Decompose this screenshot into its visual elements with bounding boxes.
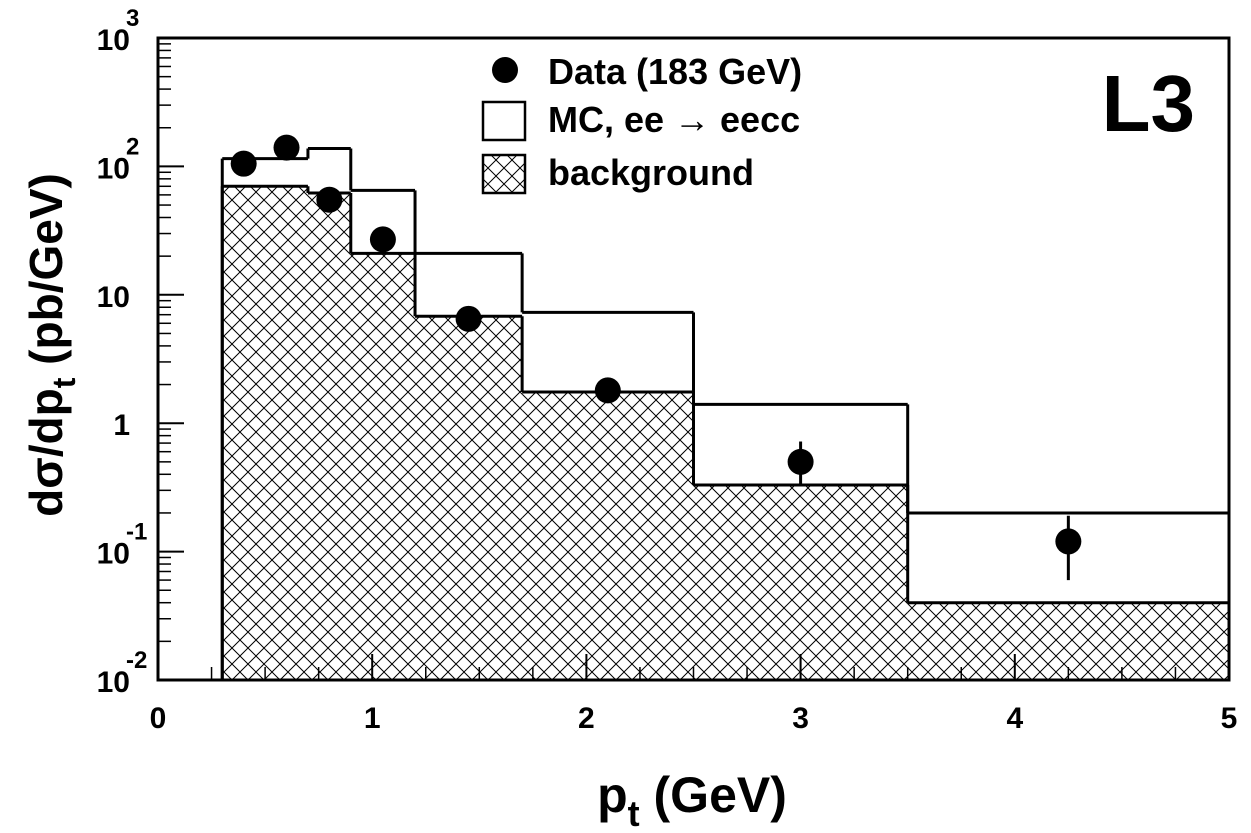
legend-background-label: background — [548, 152, 754, 193]
y-tick-label: 10 — [97, 24, 130, 57]
legend-data-label: Data (183 GeV) — [548, 51, 802, 92]
y-tick-exponent: 2 — [126, 133, 139, 160]
data-point — [369, 226, 396, 253]
y-tick-label: 10 — [97, 538, 130, 571]
background-bar — [350, 253, 416, 680]
x-axis: 0 1 2 3 4 5 — [150, 654, 1238, 735]
data-points — [230, 134, 1082, 581]
y-tick-label: 10 — [97, 666, 130, 699]
y-tick-exponent: 3 — [126, 5, 139, 32]
data-point — [594, 377, 621, 404]
x-tick-label: 5 — [1221, 702, 1238, 735]
background-histogram — [220, 184, 1231, 681]
y-axis-title: dσ/dpt (pb/GeV) — [20, 173, 82, 517]
data-point — [1055, 528, 1082, 555]
y-tick-label: 10 — [97, 281, 130, 314]
data-point — [455, 305, 482, 332]
background-bar — [265, 186, 308, 680]
data-point — [787, 448, 814, 475]
y-tick-label: 1 — [113, 409, 130, 442]
x-tick-label: 2 — [578, 702, 595, 735]
data-point — [273, 134, 300, 161]
legend-mc-swatch — [481, 100, 527, 142]
legend: Data (183 GeV) MC, ee → eecc background — [481, 51, 802, 195]
x-tick-label: 0 — [150, 702, 167, 735]
legend-background-swatch — [481, 153, 527, 195]
y-tick-label: 10 — [97, 152, 130, 185]
background-bar — [693, 485, 908, 680]
background-bar — [522, 391, 694, 680]
y-tick-exponent: -1 — [126, 519, 147, 546]
y-tick-exponent: -2 — [126, 647, 147, 674]
x-tick-label: 4 — [1006, 702, 1023, 735]
background-bar — [307, 193, 351, 681]
data-point — [230, 150, 257, 177]
background-bar — [222, 186, 266, 680]
x-tick-label: 1 — [364, 702, 381, 735]
legend-data-marker — [492, 57, 518, 83]
background-bar — [415, 316, 523, 680]
data-point — [316, 186, 343, 213]
x-tick-label: 3 — [792, 702, 809, 735]
legend-mc-label: MC, ee → eecc — [548, 99, 800, 140]
experiment-label: L3 — [1102, 59, 1195, 148]
x-axis-title: pt (GeV) — [597, 767, 787, 833]
